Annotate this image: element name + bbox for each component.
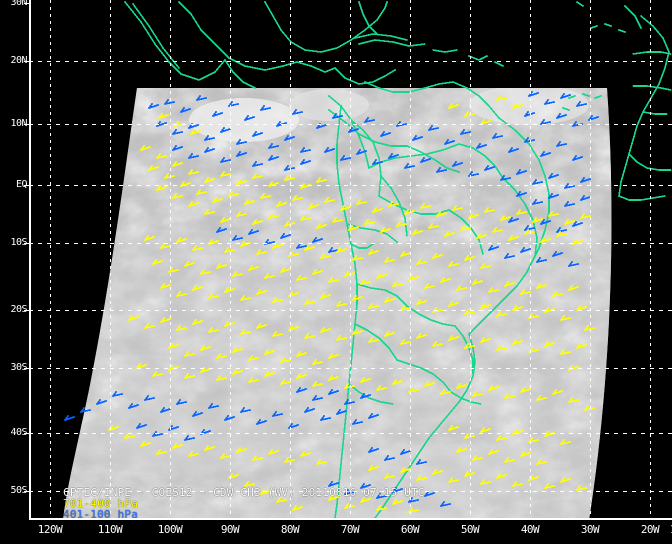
gridline-horizontal-40s bbox=[29, 433, 672, 434]
gridline-vertical-90w bbox=[230, 0, 231, 520]
gridline-vertical-70w bbox=[350, 0, 351, 520]
gridline-horizontal-20n bbox=[29, 61, 672, 62]
ytick-mark-20n bbox=[24, 61, 30, 62]
ytick-label-30n: 30N bbox=[10, 0, 27, 8]
ytick-label-50s: 50S bbox=[10, 485, 27, 496]
ytick-label-eq: EQ bbox=[15, 179, 28, 190]
legend-401-100-hpa: 401-100 hPa bbox=[63, 508, 139, 520]
gridline-horizontal-eq bbox=[29, 185, 672, 186]
ytick-label-10s: 10S bbox=[10, 237, 27, 248]
ytick-label-10n: 10N bbox=[10, 118, 27, 129]
ytick-mark-50s bbox=[24, 491, 30, 492]
ytick-label-20n: 20N bbox=[10, 55, 27, 66]
gridline-vertical-40w bbox=[530, 0, 531, 520]
image-caption: CPTEC/INPE - GOES12 - CDW CH3 (WV) 20110… bbox=[63, 486, 425, 499]
wind-barbs-401-100hpa bbox=[63, 90, 600, 508]
gridline-vertical-100w bbox=[170, 0, 171, 520]
gridline-vertical-110w bbox=[110, 0, 111, 520]
xtick-label-20w: 20W bbox=[640, 523, 660, 536]
xtick-label-70w: 70W bbox=[340, 523, 360, 536]
xtick-label-100w: 100W bbox=[157, 523, 183, 536]
xtick-label-120w: 120W bbox=[37, 523, 63, 536]
wind-level-legend: 701-400 hPa 401-100 hPa bbox=[63, 498, 138, 520]
ytick-mark-20s bbox=[24, 310, 30, 311]
gridline-horizontal-50s bbox=[29, 491, 672, 492]
ytick-mark-10s bbox=[24, 243, 30, 244]
gridline-horizontal-10n bbox=[29, 124, 672, 125]
gridline-horizontal-30s bbox=[29, 368, 672, 369]
gridline-vertical-30w bbox=[590, 0, 591, 520]
xtick-label-10w: 10 bbox=[670, 523, 672, 536]
plot-area: CPTEC/INPE - GOES12 - CDW CH3 (WV) 20110… bbox=[29, 0, 672, 520]
gridline-vertical-20w bbox=[650, 0, 651, 520]
legend-701-400-hpa: 701-400 hPa bbox=[63, 497, 139, 510]
ytick-mark-30n bbox=[24, 3, 30, 4]
gridline-vertical-80w bbox=[290, 0, 291, 520]
xtick-label-60w: 60W bbox=[400, 523, 420, 536]
gridline-horizontal-10s bbox=[29, 243, 672, 244]
gridline-vertical-120w bbox=[50, 0, 51, 520]
gridline-vertical-60w bbox=[410, 0, 411, 520]
ytick-mark-30s bbox=[24, 368, 30, 369]
ytick-mark-40s bbox=[24, 433, 30, 434]
xtick-label-110w: 110W bbox=[97, 523, 123, 536]
coastline-overlay bbox=[124, 1, 672, 519]
xtick-label-40w: 40W bbox=[520, 523, 540, 536]
ytick-mark-eq bbox=[24, 185, 30, 186]
xtick-label-80w: 80W bbox=[280, 523, 300, 536]
satellite-imagery bbox=[29, 0, 672, 520]
ytick-mark-10n bbox=[24, 124, 30, 125]
gridline-vertical-50w bbox=[470, 0, 471, 520]
xtick-label-30w: 30W bbox=[580, 523, 600, 536]
ytick-label-30s: 30S bbox=[10, 362, 27, 373]
xtick-label-50w: 50W bbox=[460, 523, 480, 536]
ytick-label-20s: 20S bbox=[10, 304, 27, 315]
xtick-label-90w: 90W bbox=[220, 523, 240, 536]
gridline-horizontal-20s bbox=[29, 310, 672, 311]
ytick-label-40s: 40S bbox=[10, 427, 27, 438]
wind-barbs-701-400hpa bbox=[107, 94, 595, 514]
plot-bottom-axis bbox=[29, 518, 672, 520]
